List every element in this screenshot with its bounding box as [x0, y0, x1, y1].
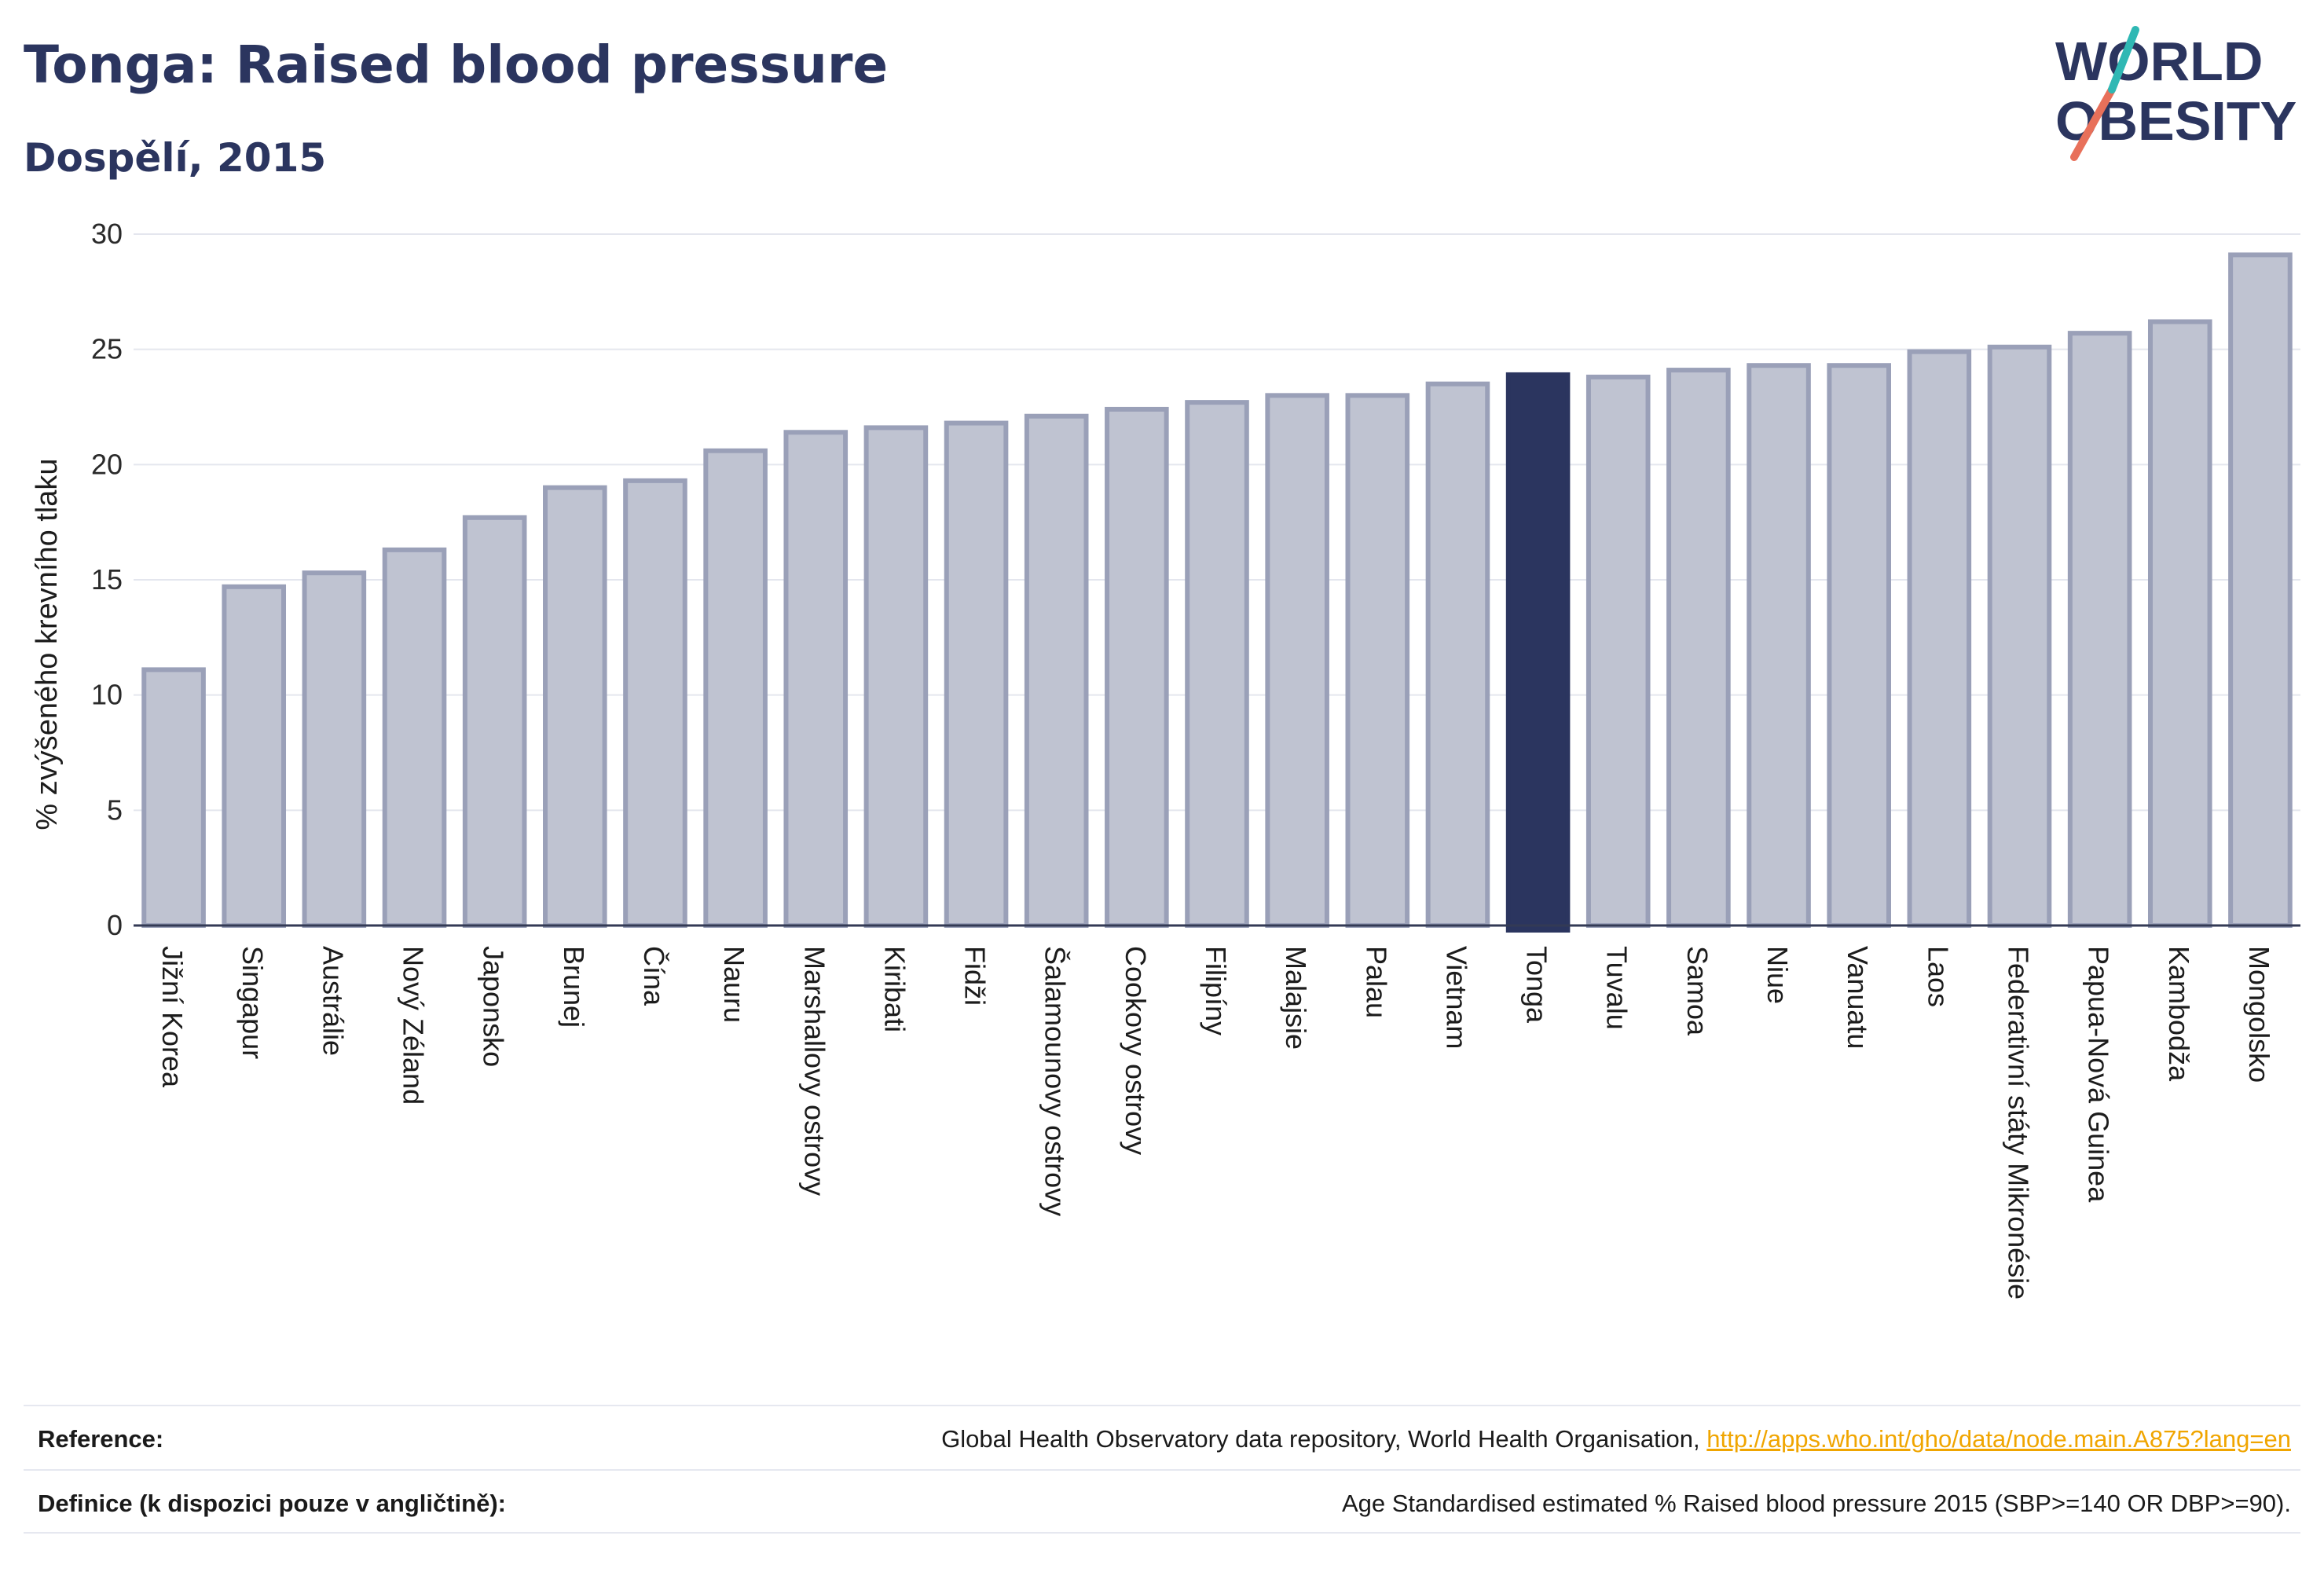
x-category-label: Vietnam	[1440, 946, 1472, 1049]
bar	[2067, 331, 2132, 928]
bar	[1024, 413, 1089, 928]
x-category-label: Papua-Nová Guinea	[2083, 946, 2115, 1203]
reference-value: Global Health Observatory data repositor…	[941, 1425, 2291, 1453]
bar	[623, 478, 687, 928]
reference-link[interactable]: http://apps.who.int/gho/data/node.main.A…	[1706, 1425, 2291, 1453]
y-tick-label: 25	[91, 333, 123, 365]
x-category-label: Federativní státy Mikronésie	[2002, 946, 2034, 1299]
x-category-label: Fidži	[959, 946, 992, 1006]
bar	[783, 430, 849, 928]
x-category-label: Palau	[1360, 946, 1392, 1018]
x-category-label: Brunej	[558, 946, 590, 1028]
bar-highlight	[1505, 372, 1571, 933]
page-subtitle: Dospělí, 2015	[24, 135, 327, 181]
world-obesity-logo: WORLD OBESITY	[2055, 26, 2297, 161]
definition-text: Age Standardised estimated % Raised bloo…	[1341, 1490, 2291, 1517]
x-category-label: Tuvalu	[1601, 946, 1633, 1030]
x-category-label: Filipíny	[1200, 946, 1232, 1035]
bars	[141, 252, 2293, 933]
bar	[1907, 349, 1972, 929]
y-tick-label: 5	[107, 793, 123, 826]
x-category-label: Vanuatu	[1842, 946, 1874, 1049]
bar	[462, 515, 527, 928]
bar	[863, 425, 929, 928]
x-category-label: Nový Zéland	[398, 946, 430, 1105]
reference-row: Reference: Global Health Observatory dat…	[24, 1405, 2300, 1469]
x-category-label: Kiribati	[878, 946, 911, 1032]
x-category-label: Tonga	[1521, 946, 1553, 1024]
x-category-label: Japonsko	[478, 946, 510, 1067]
x-category-label: Malajsie	[1280, 946, 1312, 1050]
x-category-label: Austrálie	[317, 946, 349, 1056]
x-category-label: Laos	[1922, 946, 1954, 1007]
bar	[222, 584, 287, 928]
page-title: Tonga: Raised blood pressure	[24, 35, 889, 95]
bar	[302, 570, 367, 928]
bar	[1105, 406, 1169, 928]
bar-chart: 0 5 10 15 20 25 30 Jižní Korea Singapur Austráli…	[31, 218, 2300, 1299]
x-category-label: Nauru	[718, 946, 750, 1023]
bar	[1585, 374, 1651, 929]
bar	[382, 547, 447, 928]
x-category-label: Singapur	[236, 946, 269, 1059]
bar	[543, 485, 607, 928]
bar	[1265, 393, 1329, 929]
reference-label: Reference:	[38, 1425, 164, 1453]
y-tick-label: 20	[91, 448, 123, 480]
y-tick-label: 0	[107, 909, 123, 941]
bar	[2147, 319, 2212, 928]
svg-text:WORLD: WORLD	[2055, 31, 2263, 92]
bar	[2228, 252, 2293, 928]
bar	[1425, 381, 1490, 928]
x-category-label: Šalamounovy ostrovy	[1039, 946, 1072, 1216]
bar	[944, 420, 1009, 928]
bar	[1747, 363, 1811, 928]
bar	[703, 448, 768, 928]
x-category-label: Mongolsko	[2243, 946, 2275, 1083]
x-category-label: Čína	[638, 946, 670, 1006]
category-labels: Jižní Korea Singapur Austrálie Nový Zéland J…	[156, 946, 2275, 1299]
x-category-label: Marshallovy ostrovy	[798, 946, 830, 1196]
x-category-label: Jižní Korea	[156, 946, 189, 1088]
definition-label: Definice (k dispozici pouze v angličtině…	[38, 1490, 506, 1517]
x-category-label: Samoa	[1681, 946, 1714, 1036]
y-tick-label: 15	[91, 563, 123, 596]
bar	[1987, 344, 2052, 928]
reference-text: Global Health Observatory data repositor…	[941, 1425, 1700, 1453]
x-category-label: Kambodža	[2163, 946, 2195, 1082]
y-tick-label: 30	[91, 218, 123, 250]
footer-divider	[24, 1532, 2300, 1534]
bar	[1666, 368, 1731, 929]
definition-row: Definice (k dispozici pouze v angličtině…	[24, 1469, 2300, 1534]
bar	[1827, 363, 1891, 928]
y-tick-label: 10	[91, 679, 123, 711]
x-category-label: Niue	[1761, 946, 1794, 1004]
x-category-label: Cookovy ostrovy	[1120, 946, 1152, 1155]
axes: 0 5 10 15 20 25 30	[91, 218, 2300, 941]
y-axis-title: % zvýšeného krevního tlaku	[31, 458, 64, 830]
bar	[1185, 400, 1249, 928]
bar	[141, 667, 206, 929]
bar	[1345, 393, 1410, 929]
